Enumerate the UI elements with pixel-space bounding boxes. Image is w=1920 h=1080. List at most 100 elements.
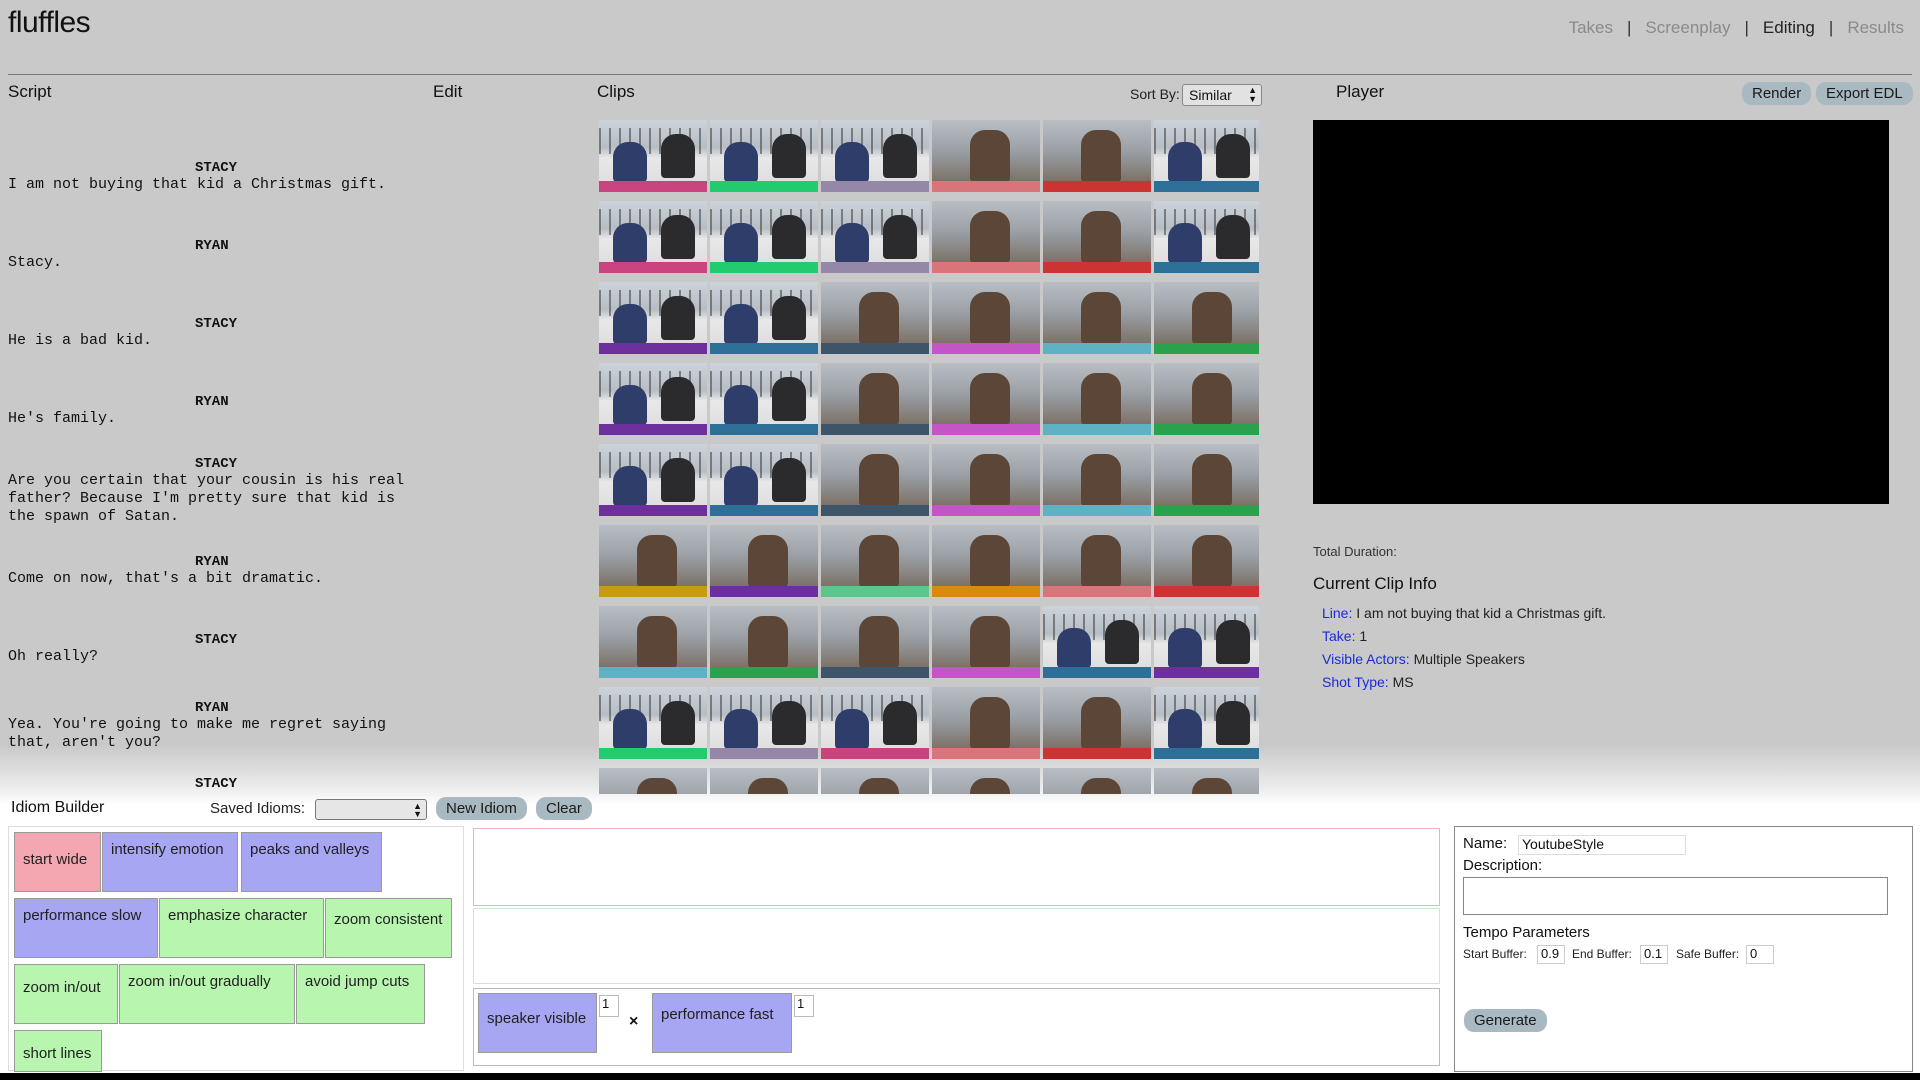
script-block[interactable]: RYAN Come on now, that's a bit dramatic. xyxy=(8,554,438,588)
clip-thumbnail[interactable] xyxy=(599,201,707,274)
idiom-tile[interactable]: zoom in/out xyxy=(14,964,118,1024)
rule-term-a-weight[interactable]: 1 xyxy=(599,995,619,1017)
nav-editing[interactable]: Editing xyxy=(1762,18,1815,37)
clip-thumbnail[interactable] xyxy=(710,768,818,794)
idiom-drop-zone-2[interactable] xyxy=(473,908,1440,984)
clip-thumbnail[interactable] xyxy=(710,120,818,193)
clip-thumbnail[interactable] xyxy=(821,201,929,274)
clip-thumbnail[interactable] xyxy=(710,687,818,760)
clip-thumbnail[interactable] xyxy=(599,687,707,760)
script-block[interactable]: STACY He is a bad kid. xyxy=(8,316,438,350)
idiom-rule-zone[interactable]: speaker visible 1 × performance fast 1 xyxy=(473,988,1440,1066)
rule-term-b-weight[interactable]: 1 xyxy=(794,995,814,1017)
saved-idioms-select[interactable]: ▲ ▼ xyxy=(315,799,427,820)
clear-button[interactable]: Clear xyxy=(536,797,592,820)
rule-term-b[interactable]: performance fast xyxy=(652,993,792,1053)
idiom-tile[interactable]: peaks and valleys xyxy=(241,832,382,892)
rule-term-a[interactable]: speaker visible xyxy=(478,993,597,1053)
start-buffer-input[interactable]: 0.9 xyxy=(1537,945,1565,964)
clip-thumbnail[interactable] xyxy=(710,444,818,517)
clip-thumbnail[interactable] xyxy=(932,768,1040,794)
clip-thumbnail[interactable] xyxy=(1043,687,1151,760)
nav-screenplay[interactable]: Screenplay xyxy=(1645,18,1731,37)
render-button[interactable]: Render xyxy=(1742,82,1812,105)
clip-thumbnail[interactable] xyxy=(821,282,929,355)
clip-thumbnail[interactable] xyxy=(932,525,1040,598)
clip-thumbnail[interactable] xyxy=(821,363,929,436)
clip-thumbnail[interactable] xyxy=(599,768,707,794)
clip-thumbnail[interactable] xyxy=(599,606,707,679)
clip-thumbnail[interactable] xyxy=(821,444,929,517)
clip-thumbnail[interactable] xyxy=(932,687,1040,760)
clip-thumbnail[interactable] xyxy=(821,606,929,679)
script-block[interactable]: STACY Oh really? xyxy=(8,632,438,666)
clip-thumbnail[interactable] xyxy=(1154,525,1259,598)
clip-thumbnail[interactable] xyxy=(1043,606,1151,679)
person-shape xyxy=(661,701,695,745)
clip-thumbnail[interactable] xyxy=(932,444,1040,517)
clip-thumbnail[interactable] xyxy=(599,120,707,193)
clip-thumbnail[interactable] xyxy=(1154,606,1259,679)
script-block[interactable]: RYAN Stacy. xyxy=(8,238,438,272)
clip-thumbnail[interactable] xyxy=(821,687,929,760)
idiom-tile[interactable]: avoid jump cuts xyxy=(296,964,425,1024)
clip-thumbnail[interactable] xyxy=(1154,282,1259,355)
idiom-drop-zone-1[interactable] xyxy=(473,828,1440,906)
clip-thumbnail[interactable] xyxy=(599,444,707,517)
clip-thumbnail[interactable] xyxy=(821,768,929,794)
script-block[interactable]: RYAN Yea. You're going to make me regret … xyxy=(8,700,438,752)
script-block[interactable]: RYAN He's family. xyxy=(8,394,438,428)
multiply-icon[interactable]: × xyxy=(629,1013,639,1030)
idiom-tile[interactable]: performance slow xyxy=(14,898,158,958)
clip-thumbnail[interactable] xyxy=(599,363,707,436)
clip-thumbnail[interactable] xyxy=(932,120,1040,193)
clip-thumbnail[interactable] xyxy=(821,525,929,598)
clip-thumbnail[interactable] xyxy=(710,525,818,598)
export-edl-button[interactable]: Export EDL xyxy=(1816,82,1913,105)
idiom-tile[interactable]: emphasize character xyxy=(159,898,324,958)
clip-thumbnail[interactable] xyxy=(1154,120,1259,193)
name-input[interactable]: YoutubeStyle xyxy=(1518,835,1686,855)
script-block[interactable]: STACY xyxy=(8,776,438,792)
sort-by-select[interactable]: Similar ▲ ▼ xyxy=(1182,84,1262,106)
end-buffer-input[interactable]: 0.1 xyxy=(1640,945,1668,964)
idiom-tile[interactable]: short lines xyxy=(14,1030,102,1072)
script-block[interactable]: STACY Are you certain that your cousin is… xyxy=(8,456,438,526)
clip-thumbnail[interactable] xyxy=(1043,525,1151,598)
clip-thumbnail[interactable] xyxy=(1043,120,1151,193)
clip-thumbnail[interactable] xyxy=(599,282,707,355)
clip-thumbnail[interactable] xyxy=(1154,201,1259,274)
idiom-tile[interactable]: intensify emotion xyxy=(102,832,238,892)
clip-thumbnail[interactable] xyxy=(932,606,1040,679)
clip-thumbnail[interactable] xyxy=(710,606,818,679)
idiom-tile[interactable]: start wide xyxy=(14,832,101,892)
description-textarea[interactable] xyxy=(1463,877,1888,915)
clip-thumbnail[interactable] xyxy=(1154,768,1259,794)
clip-thumbnail[interactable] xyxy=(599,525,707,598)
clip-thumbnail[interactable] xyxy=(710,201,818,274)
nav-results[interactable]: Results xyxy=(1847,18,1904,37)
idiom-tile[interactable]: zoom in/out gradually xyxy=(119,964,295,1024)
idiom-tile[interactable]: zoom consistent xyxy=(325,898,452,958)
clip-thumbnail[interactable] xyxy=(932,201,1040,274)
clip-thumbnail[interactable] xyxy=(932,282,1040,355)
clip-thumbnail[interactable] xyxy=(1154,363,1259,436)
clip-thumbnail[interactable] xyxy=(1043,768,1151,794)
clip-thumbnail[interactable] xyxy=(1043,201,1151,274)
safe-buffer-input[interactable]: 0 xyxy=(1746,945,1774,964)
clip-thumbnail[interactable] xyxy=(1154,444,1259,517)
clip-thumbnail[interactable] xyxy=(1043,282,1151,355)
script-block[interactable]: STACY I am not buying that kid a Christma… xyxy=(8,160,438,194)
clip-thumbnail[interactable] xyxy=(932,363,1040,436)
clip-thumbnail[interactable] xyxy=(1043,444,1151,517)
clip-thumbnail[interactable] xyxy=(710,282,818,355)
generate-button[interactable]: Generate xyxy=(1464,1009,1547,1032)
clip-thumbnail[interactable] xyxy=(1043,363,1151,436)
video-player[interactable] xyxy=(1313,120,1889,504)
new-idiom-button[interactable]: New Idiom xyxy=(436,797,527,820)
clip-thumbnail[interactable] xyxy=(821,120,929,193)
clip-thumbnail[interactable] xyxy=(710,363,818,436)
clip-color-bar xyxy=(1043,748,1151,759)
nav-takes[interactable]: Takes xyxy=(1568,18,1613,37)
clip-thumbnail[interactable] xyxy=(1154,687,1259,760)
